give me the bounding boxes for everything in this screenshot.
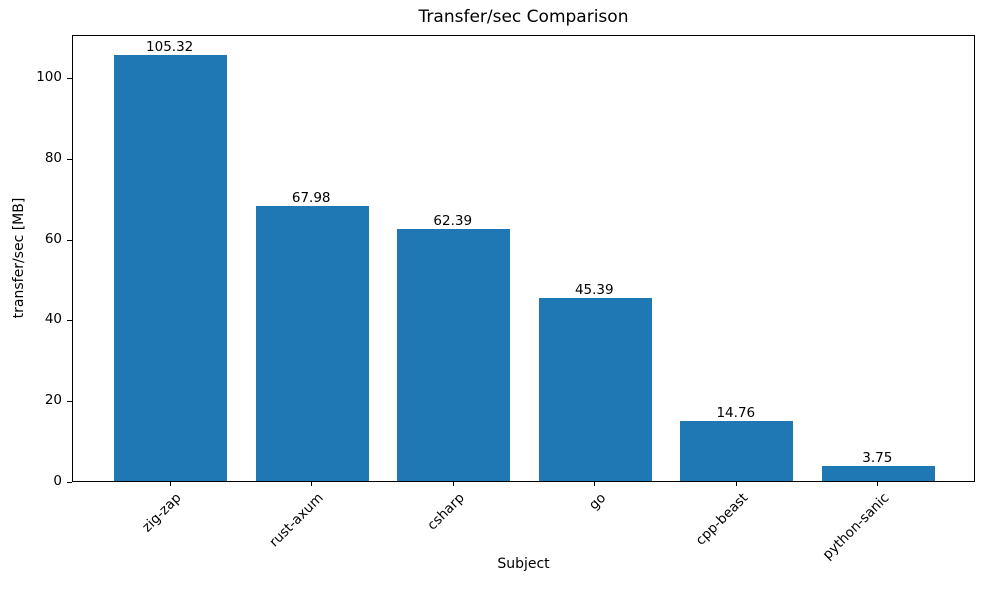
bar-value-label: 45.39 [574, 281, 614, 298]
bar-csharp [397, 228, 511, 481]
y-tick-mark [67, 77, 72, 79]
y-tick-label: 100 [36, 68, 62, 85]
chart-title: Transfer/sec Comparison [418, 7, 629, 27]
bar-value-label: 67.98 [291, 190, 331, 207]
x-tick-mark [452, 482, 454, 486]
x-tick-label: cpp-beast [692, 490, 752, 549]
x-tick-label: go [586, 490, 610, 514]
bar-cpp-beast [680, 421, 794, 481]
x-axis-label: Subject [497, 556, 550, 572]
y-tick-mark [67, 401, 72, 403]
y-tick-label: 80 [44, 149, 62, 166]
x-tick-mark [735, 482, 737, 486]
y-tick-label: 20 [44, 392, 62, 409]
bar-go [538, 297, 652, 481]
plot-area [72, 35, 975, 482]
y-tick-mark [67, 158, 72, 160]
y-tick-label: 40 [44, 311, 62, 328]
x-tick-mark [169, 482, 171, 486]
x-tick-label: rust-axum [266, 490, 327, 551]
x-tick-mark [311, 482, 313, 486]
y-tick-label: 60 [44, 230, 62, 247]
bar-value-label: 105.32 [146, 39, 194, 56]
bar-rust-axum [255, 206, 369, 481]
y-tick-mark [67, 320, 72, 322]
bar-value-label: 14.76 [716, 405, 756, 422]
y-tick-mark [67, 482, 72, 483]
bar-zig-zap [114, 55, 228, 481]
x-tick-label: zig-zap [139, 490, 185, 536]
bar-value-label: 62.39 [433, 212, 473, 229]
x-tick-mark [594, 482, 596, 486]
bar-python-sanic [821, 465, 935, 481]
x-tick-label: python-sanic [819, 490, 893, 563]
x-tick-mark [877, 482, 879, 486]
y-tick-mark [67, 239, 72, 241]
y-axis-label: transfer/sec [MB] [11, 197, 27, 319]
y-tick-label: 0 [53, 473, 62, 489]
x-tick-label: csharp [424, 490, 469, 534]
bar-value-label: 3.75 [862, 449, 893, 466]
